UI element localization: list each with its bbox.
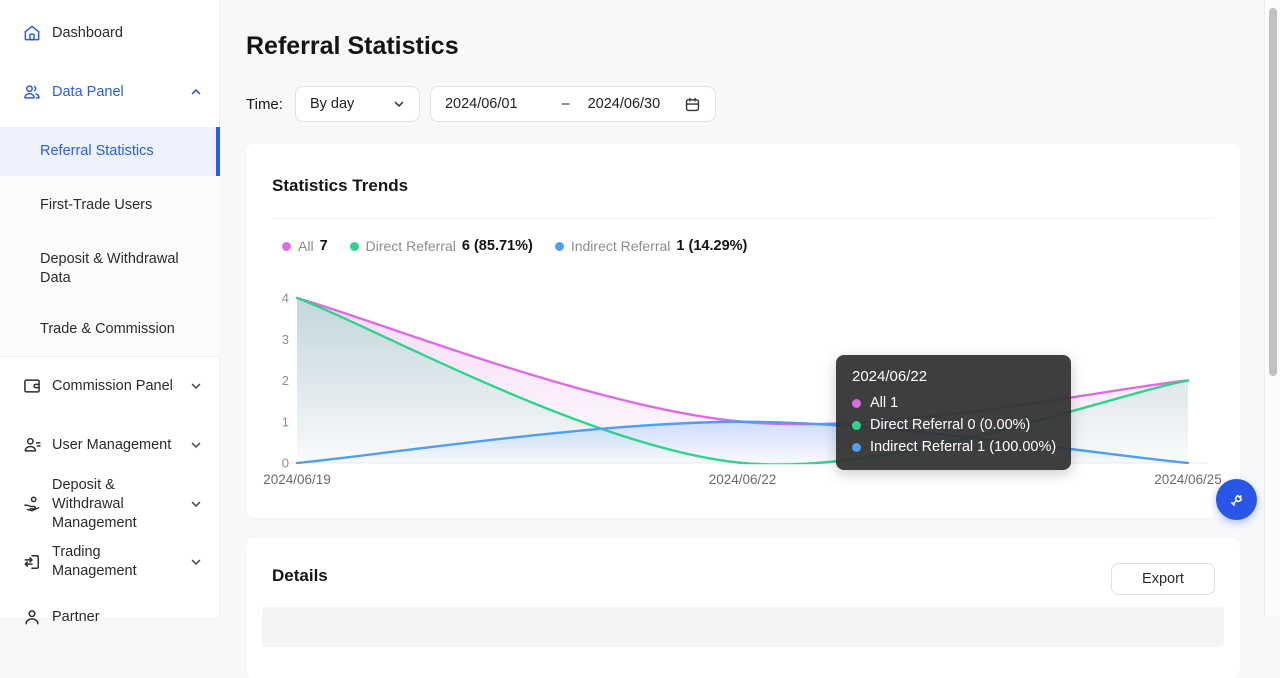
sidebar-item-deposit-withdrawal-data[interactable]: Deposit & Withdrawal Data <box>0 235 220 303</box>
sidebar-item-user-management[interactable]: User Management <box>0 426 220 464</box>
chevron-down-icon <box>394 101 404 108</box>
interval-select[interactable]: By day <box>294 86 420 122</box>
sidebar-submenu: Referral Statistics First-Trade Users De… <box>0 127 220 356</box>
sidebar-item-dashboard[interactable]: Dashboard <box>0 14 220 52</box>
trend-chart[interactable]: 0 1 2 3 4 2024/06/19 2024/06/22 2024/06/25 <box>262 284 1224 498</box>
sidebar-item-deposit-withdrawal-management[interactable]: Deposit & Withdrawal Management <box>0 475 220 533</box>
sidebar-item-label: Trading Management <box>52 544 137 579</box>
x-axis-tick: 2024/06/19 <box>263 472 331 487</box>
legend-value: 1 (14.29%) <box>676 238 748 254</box>
scrollbar-thumb[interactable] <box>1269 8 1277 376</box>
sidebar-item-trade-commission[interactable]: Trade & Commission <box>0 303 220 356</box>
chevron-down-icon <box>191 501 201 508</box>
y-axis-tick: 4 <box>282 291 289 306</box>
tooltip-row: Direct Referral 0 (0.00%) <box>852 414 1055 436</box>
date-end-value: 2024/06/30 <box>587 96 661 112</box>
legend-item-indirect-referral[interactable]: Indirect Referral 1 (14.29%) <box>554 238 748 254</box>
scrollbar-track <box>1264 0 1280 617</box>
legend-value: 7 <box>319 238 328 254</box>
date-range-picker[interactable]: 2024/06/01 – 2024/06/30 <box>429 86 716 122</box>
active-indicator <box>216 127 220 176</box>
sidebar-item-label: Commission Panel <box>52 377 173 394</box>
statistics-trends-card: Statistics Trends All 7 Direct Referral … <box>246 144 1240 518</box>
legend-name: Indirect Referral <box>570 238 671 254</box>
sidebar-item-trading-management[interactable]: Trading Management <box>0 543 220 581</box>
calendar-icon <box>685 97 700 111</box>
legend-item-direct-referral[interactable]: Direct Referral 6 (85.71%) <box>349 238 533 254</box>
floating-action-button[interactable] <box>1216 479 1257 520</box>
details-card-title: Details <box>272 566 328 585</box>
legend-dot-indirect <box>554 241 564 251</box>
tooltip-dot-direct <box>852 420 861 430</box>
date-separator: – <box>561 96 570 112</box>
sidebar-item-commission-panel[interactable]: Commission Panel <box>0 367 220 405</box>
users-icon <box>24 85 40 99</box>
chevron-down-icon <box>191 442 201 449</box>
panel-icon <box>24 379 40 393</box>
legend-value: 6 (85.71%) <box>461 238 533 254</box>
sidebar-divider <box>0 356 220 357</box>
y-axis-tick: 2 <box>282 373 289 388</box>
tooltip-dot-all <box>852 398 861 408</box>
hand-coin-icon <box>24 496 40 512</box>
x-axis-tick: 2024/06/25 <box>1154 472 1222 487</box>
sidebar-item-label: Deposit & Withdrawal Management <box>52 476 137 531</box>
details-table-header <box>262 607 1224 647</box>
tooltip-text: All 1 <box>870 395 899 411</box>
chart-tooltip: 2024/06/22 All 1 Direct Referral 0 (0.00… <box>836 355 1071 470</box>
legend-name: Direct Referral <box>365 238 456 254</box>
export-button[interactable]: Export <box>1111 563 1215 595</box>
user-settings-icon <box>24 437 41 452</box>
sidebar-item-partner[interactable]: Partner <box>0 598 220 636</box>
legend-dot-direct <box>349 241 359 251</box>
y-axis-tick: 3 <box>282 332 289 347</box>
sidebar-item-referral-statistics[interactable]: Referral Statistics <box>0 127 220 176</box>
tooltip-text: Direct Referral 0 (0.00%) <box>870 417 1031 433</box>
time-label: Time: <box>246 95 283 113</box>
sidebar-item-label: First-Trade Users <box>40 197 153 213</box>
details-card: Details Export <box>246 538 1240 678</box>
y-axis-tick: 0 <box>282 456 289 471</box>
tooltip-dot-indirect <box>852 442 861 452</box>
tooltip-date: 2024/06/22 <box>852 368 928 385</box>
tooltip-row: Indirect Referral 1 (100.00%) <box>852 436 1057 458</box>
card-divider <box>272 218 1214 219</box>
sidebar-item-first-trade-users[interactable]: First-Trade Users <box>0 176 220 235</box>
sidebar-item-label: Dashboard <box>52 24 123 41</box>
chevron-up-icon <box>191 88 201 95</box>
sidebar-item-data-panel[interactable]: Data Panel <box>0 73 220 111</box>
person-icon <box>25 610 39 625</box>
sidebar-item-label: Deposit & Withdrawal Data <box>40 251 179 286</box>
interval-select-value: By day <box>309 96 355 112</box>
y-axis-tick: 1 <box>282 414 289 429</box>
plug-link-icon <box>1230 494 1242 506</box>
sidebar: Dashboard Data Panel Referral Statistics… <box>0 0 220 625</box>
legend-dot-all <box>282 241 291 251</box>
home-icon <box>24 25 40 41</box>
tooltip-text: Indirect Referral 1 (100.00%) <box>870 439 1057 455</box>
sidebar-item-label: User Management <box>52 436 172 453</box>
date-start-value: 2024/06/01 <box>444 96 518 112</box>
time-filter-row: Time: By day 2024/06/01 – 2024/06/30 <box>246 86 716 122</box>
chevron-down-icon <box>191 559 201 566</box>
legend-item-all[interactable]: All 7 <box>282 238 328 254</box>
page-title: Referral Statistics <box>246 32 459 60</box>
chart-legend: All 7 Direct Referral 6 (85.71%) Indirec… <box>282 238 747 254</box>
sidebar-item-label: Data Panel <box>52 83 124 100</box>
chevron-down-icon <box>191 383 201 390</box>
legend-name: All <box>298 238 314 254</box>
tooltip-row: All 1 <box>852 392 1055 414</box>
trends-card-title: Statistics Trends <box>272 176 409 195</box>
sidebar-item-label: Referral Statistics <box>40 143 154 159</box>
x-axis-tick: 2024/06/22 <box>709 472 777 487</box>
transfer-icon <box>24 555 39 569</box>
sidebar-item-label: Partner <box>52 608 100 625</box>
sidebar-item-label: Trade & Commission <box>40 321 175 337</box>
